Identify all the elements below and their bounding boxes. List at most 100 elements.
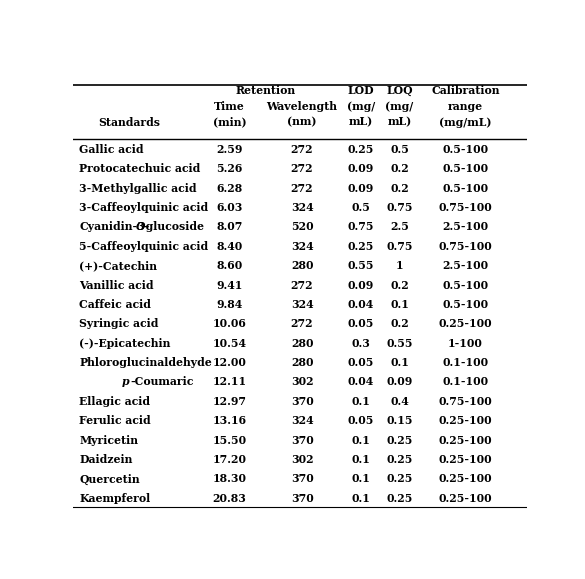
Text: -Coumaric: -Coumaric (130, 376, 194, 387)
Text: 0.5-100: 0.5-100 (442, 163, 488, 174)
Text: 302: 302 (291, 454, 314, 465)
Text: 2.5-100: 2.5-100 (442, 260, 488, 271)
Text: 0.75: 0.75 (386, 202, 413, 213)
Text: 272: 272 (291, 163, 314, 174)
Text: Myricetin: Myricetin (79, 435, 138, 446)
Text: 0.25: 0.25 (348, 241, 374, 252)
Text: Retention: Retention (236, 85, 296, 96)
Text: 0.5-100: 0.5-100 (442, 299, 488, 310)
Text: 272: 272 (291, 280, 314, 291)
Text: Phloroglucinaldehyde: Phloroglucinaldehyde (79, 357, 212, 368)
Text: 324: 324 (291, 202, 314, 213)
Text: (min): (min) (213, 116, 246, 127)
Text: 0.1-100: 0.1-100 (442, 357, 488, 368)
Text: 17.20: 17.20 (212, 454, 246, 465)
Text: 0.05: 0.05 (348, 318, 374, 329)
Text: 18.30: 18.30 (212, 474, 246, 485)
Text: 0.09: 0.09 (348, 280, 374, 291)
Text: 324: 324 (291, 415, 314, 426)
Text: 8.07: 8.07 (216, 221, 243, 232)
Text: 3-Caffeoylquinic acid: 3-Caffeoylquinic acid (79, 202, 208, 213)
Text: Protocatechuic acid: Protocatechuic acid (79, 163, 200, 174)
Text: 8.60: 8.60 (216, 260, 243, 271)
Text: 324: 324 (291, 299, 314, 310)
Text: 0.25: 0.25 (386, 454, 413, 465)
Text: 324: 324 (291, 241, 314, 252)
Text: 0.1: 0.1 (352, 435, 370, 446)
Text: Ferulic acid: Ferulic acid (79, 415, 151, 426)
Text: 10.06: 10.06 (212, 318, 246, 329)
Text: Cyanidin-3-: Cyanidin-3- (79, 221, 149, 232)
Text: 0.75: 0.75 (386, 241, 413, 252)
Text: 0.25: 0.25 (386, 474, 413, 485)
Text: 0.75: 0.75 (347, 221, 374, 232)
Text: 0.04: 0.04 (348, 376, 374, 387)
Text: Syringic acid: Syringic acid (79, 318, 159, 329)
Text: 2.5-100: 2.5-100 (442, 221, 488, 232)
Text: 0.09: 0.09 (387, 376, 412, 387)
Text: 0.1: 0.1 (352, 396, 370, 407)
Text: (-)-Epicatechin: (-)-Epicatechin (79, 338, 170, 349)
Text: 370: 370 (291, 435, 314, 446)
Text: 0.09: 0.09 (348, 163, 374, 174)
Text: 0.25: 0.25 (348, 144, 374, 155)
Text: Daidzein: Daidzein (79, 454, 132, 465)
Text: 9.84: 9.84 (216, 299, 243, 310)
Text: -glucoside: -glucoside (142, 221, 205, 232)
Text: 20.83: 20.83 (212, 493, 246, 504)
Text: 0.5: 0.5 (390, 144, 409, 155)
Text: 0.25: 0.25 (386, 493, 413, 504)
Text: 0.25-100: 0.25-100 (439, 318, 492, 329)
Text: 0.75-100: 0.75-100 (438, 202, 492, 213)
Text: range: range (448, 101, 483, 112)
Text: 0.05: 0.05 (348, 357, 374, 368)
Text: 0.25-100: 0.25-100 (439, 454, 492, 465)
Text: p: p (121, 376, 129, 387)
Text: 0.25-100: 0.25-100 (439, 493, 492, 504)
Text: 0.25-100: 0.25-100 (439, 435, 492, 446)
Text: 12.00: 12.00 (212, 357, 246, 368)
Text: 0.75-100: 0.75-100 (438, 396, 492, 407)
Text: (+)-Catechin: (+)-Catechin (79, 260, 157, 271)
Text: 0.55: 0.55 (347, 260, 374, 271)
Text: 8.40: 8.40 (216, 241, 243, 252)
Text: Vanillic acid: Vanillic acid (79, 280, 153, 291)
Text: 0.5: 0.5 (352, 202, 370, 213)
Text: 370: 370 (291, 474, 314, 485)
Text: 12.97: 12.97 (212, 396, 246, 407)
Text: (mg/mL): (mg/mL) (439, 116, 491, 127)
Text: mL): mL) (349, 116, 373, 127)
Text: 272: 272 (291, 318, 314, 329)
Text: 0.75-100: 0.75-100 (438, 241, 492, 252)
Text: 0.2: 0.2 (390, 280, 409, 291)
Text: Quercetin: Quercetin (79, 474, 140, 485)
Text: Kaempferol: Kaempferol (79, 493, 150, 504)
Text: 0.1: 0.1 (352, 454, 370, 465)
Text: 9.41: 9.41 (216, 280, 243, 291)
Text: 370: 370 (291, 396, 314, 407)
Text: 5-Caffeoylquinic acid: 5-Caffeoylquinic acid (79, 241, 208, 252)
Text: 13.16: 13.16 (212, 415, 247, 426)
Text: 370: 370 (291, 493, 314, 504)
Text: 0.25-100: 0.25-100 (439, 474, 492, 485)
Text: Ellagic acid: Ellagic acid (79, 396, 150, 407)
Text: 3-Methylgallic acid: 3-Methylgallic acid (79, 182, 197, 193)
Text: 0.04: 0.04 (348, 299, 374, 310)
Text: 0.2: 0.2 (390, 182, 409, 193)
Text: mL): mL) (387, 116, 412, 127)
Text: 0.3: 0.3 (352, 338, 370, 349)
Text: Wavelength: Wavelength (267, 101, 338, 112)
Text: Standards: Standards (98, 116, 160, 127)
Text: 0.15: 0.15 (386, 415, 413, 426)
Text: 2.59: 2.59 (216, 144, 243, 155)
Text: 272: 272 (291, 144, 314, 155)
Text: LOQ: LOQ (386, 85, 413, 96)
Text: 0.25: 0.25 (386, 435, 413, 446)
Text: 12.11: 12.11 (212, 376, 247, 387)
Text: LOD: LOD (347, 85, 374, 96)
Text: 0.25-100: 0.25-100 (439, 415, 492, 426)
Text: (mg/: (mg/ (386, 101, 414, 112)
Text: 272: 272 (291, 182, 314, 193)
Text: 280: 280 (291, 338, 314, 349)
Text: 0.5-100: 0.5-100 (442, 144, 488, 155)
